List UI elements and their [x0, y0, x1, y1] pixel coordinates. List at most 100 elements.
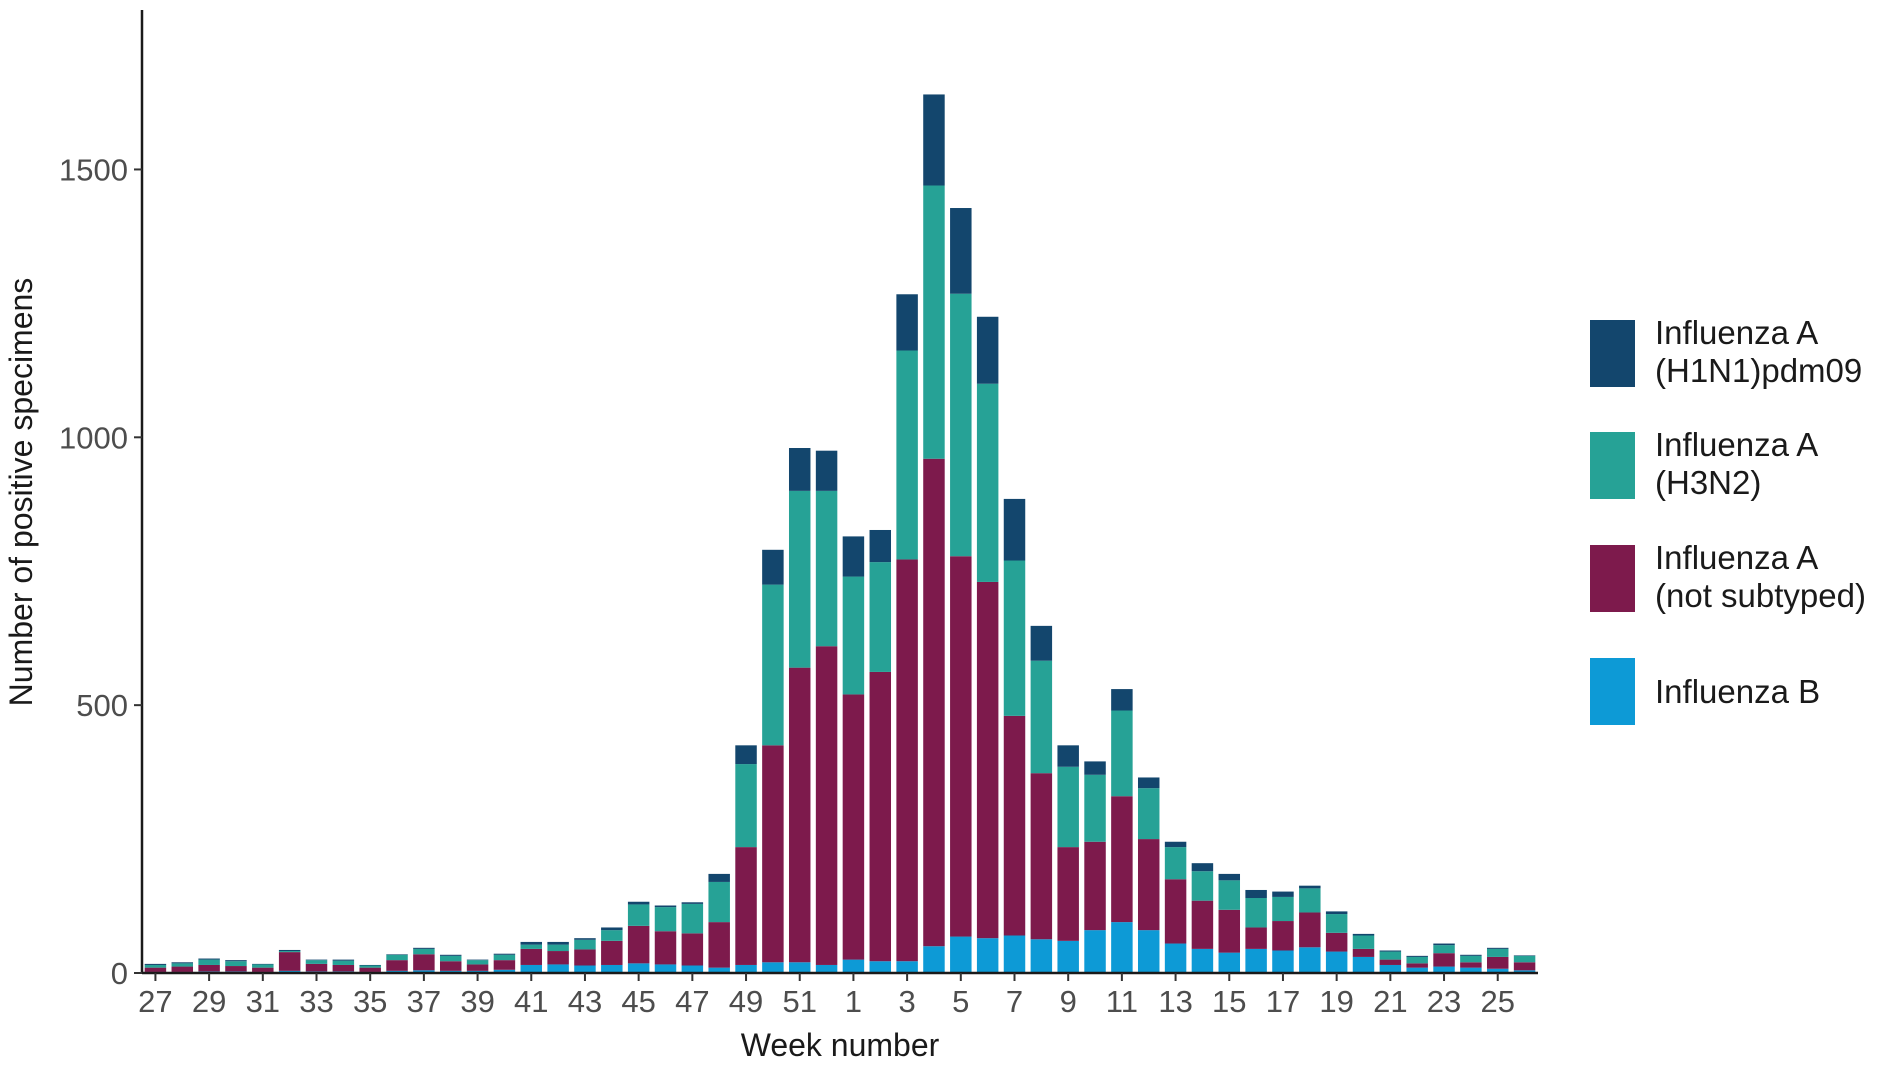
bar-week-9-series-0: [1057, 940, 1079, 973]
bar-week-11-series-3: [1111, 689, 1133, 711]
bar-week-16-series-1: [1245, 927, 1267, 949]
x-axis-title: Week number: [741, 1027, 940, 1063]
x-tick-label: 49: [729, 984, 763, 1019]
x-tick-label: 7: [1006, 984, 1023, 1019]
bar-week-29-series-3: [198, 958, 220, 960]
bar-week-51-series-0: [788, 962, 811, 973]
bar-week-34-series-2: [332, 960, 355, 965]
legend-label-line2: (H3N2): [1655, 464, 1761, 501]
bar-week-12-series-2: [1137, 788, 1160, 840]
bar-week-21-series-1: [1379, 959, 1402, 965]
x-tick-label: 43: [568, 984, 602, 1019]
bar-week-24-series-1: [1460, 962, 1482, 968]
bar-week-18-series-0: [1299, 947, 1321, 973]
x-tick-label: 1: [845, 984, 862, 1019]
bar-week-26-series-3: [1513, 955, 1536, 956]
bar-week-21-series-2: [1379, 951, 1402, 960]
bar-week-22-series-2: [1406, 956, 1428, 964]
bar-week-11-series-2: [1111, 710, 1133, 797]
bar-week-15-series-1: [1218, 909, 1241, 953]
bar-week-48-series-3: [708, 873, 730, 882]
x-tick-label: 5: [952, 984, 969, 1019]
bar-week-10-series-1: [1084, 841, 1106, 931]
bar-week-14-series-1: [1191, 900, 1214, 949]
bar-week-7-series-0: [1003, 935, 1026, 973]
bar-week-24-series-2: [1460, 955, 1482, 963]
bar-week-52-series-1: [815, 646, 838, 965]
bar-week-9-series-3: [1057, 745, 1079, 767]
bar-week-48-series-1: [708, 922, 730, 968]
bar-week-13-series-3: [1164, 841, 1187, 848]
bar-week-27-series-2: [144, 964, 167, 968]
bar-week-50-series-0: [762, 962, 784, 973]
bar-week-21-series-0: [1379, 964, 1402, 973]
bar-week-48-series-2: [708, 881, 730, 923]
bar-week-27-series-1: [144, 967, 167, 972]
x-tick-label: 15: [1212, 984, 1246, 1019]
bar-week-26-series-1: [1513, 962, 1536, 971]
bar-week-17-series-0: [1272, 950, 1294, 973]
legend-label: Influenza B: [1655, 673, 1820, 710]
bar-week-40-series-3: [493, 953, 516, 955]
bar-week-15-series-3: [1218, 873, 1241, 881]
bar-week-26-series-0: [1513, 970, 1536, 973]
bar-week-25-series-0: [1486, 968, 1509, 973]
bar-week-6-series-1: [976, 581, 999, 939]
x-tick-label: 41: [514, 984, 548, 1019]
bar-week-32-series-3: [278, 949, 301, 952]
bar-week-52-series-3: [815, 450, 838, 491]
legend-label: Influenza A: [1655, 426, 1818, 463]
y-tick-label: 500: [76, 688, 128, 723]
bar-week-39-series-1: [466, 964, 489, 971]
bar-week-36-series-2: [386, 954, 408, 961]
bars-layer: [144, 94, 1536, 973]
bar-week-16-series-3: [1245, 889, 1267, 899]
bar-week-51-series-1: [788, 667, 811, 963]
legend-label-line2: (not subtyped): [1655, 577, 1866, 614]
bar-week-46-series-1: [654, 931, 677, 965]
bar-week-18-series-3: [1299, 885, 1321, 889]
bar-week-22-series-0: [1406, 967, 1428, 973]
bar-week-28-series-1: [171, 966, 194, 972]
bar-week-11-series-1: [1111, 796, 1133, 923]
bar-week-30-series-1: [225, 966, 247, 972]
x-tick-label: 51: [782, 984, 816, 1019]
bar-week-8-series-0: [1030, 939, 1053, 973]
bar-week-42-series-1: [547, 951, 569, 965]
bar-week-8-series-3: [1030, 625, 1053, 661]
bar-week-25-series-3: [1486, 947, 1509, 949]
bar-week-29-series-1: [198, 964, 220, 972]
bar-week-35-series-3: [359, 964, 381, 966]
bar-week-20-series-0: [1352, 956, 1375, 973]
legend-key: [1590, 432, 1635, 499]
bar-week-33-series-3: [305, 959, 328, 961]
bar-week-28-series-3: [171, 962, 194, 964]
bar-week-50-series-1: [762, 745, 784, 963]
legend-key: [1590, 545, 1635, 612]
bar-week-47-series-1: [681, 933, 704, 966]
bar-week-32-series-1: [278, 952, 301, 971]
bar-week-13-series-1: [1164, 879, 1187, 944]
bar-week-17-series-2: [1272, 896, 1294, 922]
bar-week-51-series-3: [788, 448, 811, 491]
bar-week-49-series-0: [735, 964, 757, 973]
bar-week-45-series-1: [627, 925, 650, 964]
bar-week-22-series-3: [1406, 955, 1428, 957]
bar-week-31-series-1: [252, 967, 274, 972]
bar-week-7-series-1: [1003, 715, 1026, 936]
y-tick-label: 1500: [59, 152, 128, 187]
bar-week-1-series-0: [842, 959, 865, 973]
bar-week-2-series-3: [869, 529, 892, 563]
bar-week-52-series-2: [815, 490, 838, 647]
bar-week-39-series-3: [466, 959, 489, 961]
x-tick-label: 33: [299, 984, 333, 1019]
bar-week-36-series-1: [386, 960, 408, 971]
bar-week-1-series-2: [842, 576, 865, 695]
bar-week-2-series-2: [869, 562, 892, 672]
bar-week-3-series-0: [896, 961, 918, 973]
bar-week-24-series-3: [1460, 954, 1482, 956]
bar-week-5-series-1: [950, 556, 972, 937]
bar-week-16-series-0: [1245, 948, 1267, 973]
